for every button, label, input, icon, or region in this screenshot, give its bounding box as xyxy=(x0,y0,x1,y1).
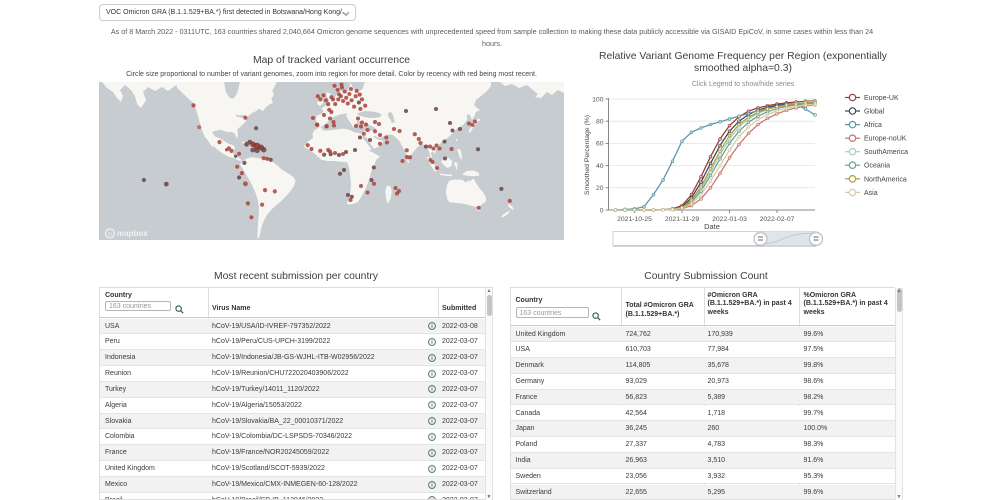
svg-text:2022-01-03: 2022-01-03 xyxy=(712,216,747,223)
svg-text:Smoothed Percentage (%): Smoothed Percentage (%) xyxy=(584,115,591,195)
svg-text:Asia: Asia xyxy=(864,190,878,197)
svg-text:20: 20 xyxy=(596,185,604,192)
svg-text:NorthAmerica: NorthAmerica xyxy=(864,176,907,183)
svg-text:2021-11-29: 2021-11-29 xyxy=(665,216,699,223)
svg-text:SouthAmerica: SouthAmerica xyxy=(864,149,908,156)
svg-text:2021-10-25: 2021-10-25 xyxy=(617,216,652,223)
svg-text:Date: Date xyxy=(704,222,720,231)
svg-text:40: 40 xyxy=(596,163,604,170)
svg-text:Europe-UK: Europe-UK xyxy=(864,95,899,102)
svg-text:0: 0 xyxy=(600,207,604,214)
svg-text:mapbox: mapbox xyxy=(117,229,148,238)
svg-text:60: 60 xyxy=(596,141,604,148)
svg-text:2022-02-07: 2022-02-07 xyxy=(760,216,795,223)
svg-text:Africa: Africa xyxy=(864,122,882,129)
svg-text:Europe-noUK: Europe-noUK xyxy=(864,136,907,143)
svg-text:Global: Global xyxy=(864,109,885,116)
svg-text:100: 100 xyxy=(592,96,604,103)
svg-text:80: 80 xyxy=(596,119,604,126)
svg-text:Oceania: Oceania xyxy=(864,163,890,170)
svg-text:m: m xyxy=(107,231,112,238)
